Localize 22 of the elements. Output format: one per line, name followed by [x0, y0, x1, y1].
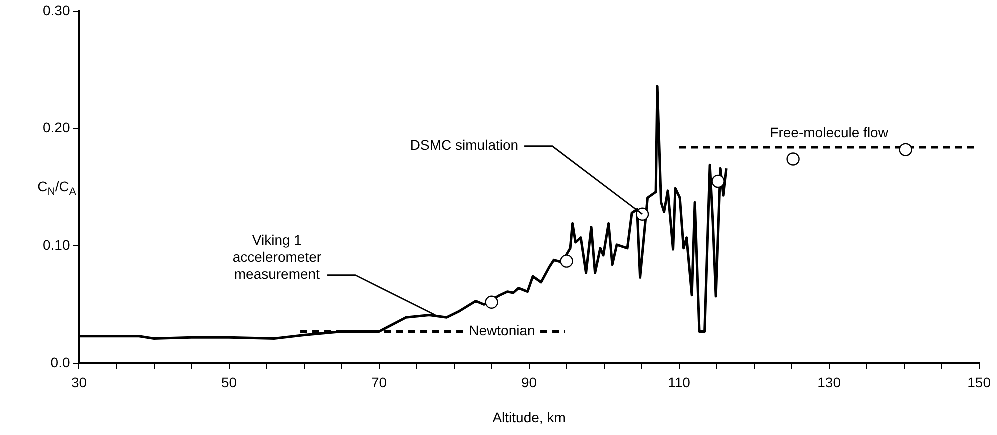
x-tick-label: 70	[371, 374, 388, 391]
y-tick-label: 0.30	[43, 2, 70, 18]
x-tick-label: 90	[521, 374, 538, 391]
point	[636, 208, 650, 221]
x-tick-label: 110	[668, 374, 691, 391]
y-tick-label: 0.20	[43, 120, 70, 136]
x-tick-label: 50	[221, 374, 238, 391]
annotation: DSMC simulation	[410, 137, 519, 154]
y-tick-label: 0.0	[50, 354, 70, 370]
series-label: Free-molecule flow	[770, 124, 890, 140]
y-tick-label: 0.10	[43, 236, 70, 253]
point	[899, 143, 912, 156]
x-tick-label: 150	[968, 374, 992, 391]
x-tick-label: 30	[71, 374, 88, 391]
point	[712, 174, 725, 188]
x-axis-title: Altitude, km	[492, 409, 566, 426]
point	[485, 296, 498, 309]
series-label: Newtonian	[469, 322, 536, 339]
point	[786, 152, 800, 166]
x-tick-label: 130	[818, 374, 842, 391]
point	[560, 254, 574, 268]
annotation: Viking 1 accelerometer measurement	[232, 232, 322, 282]
